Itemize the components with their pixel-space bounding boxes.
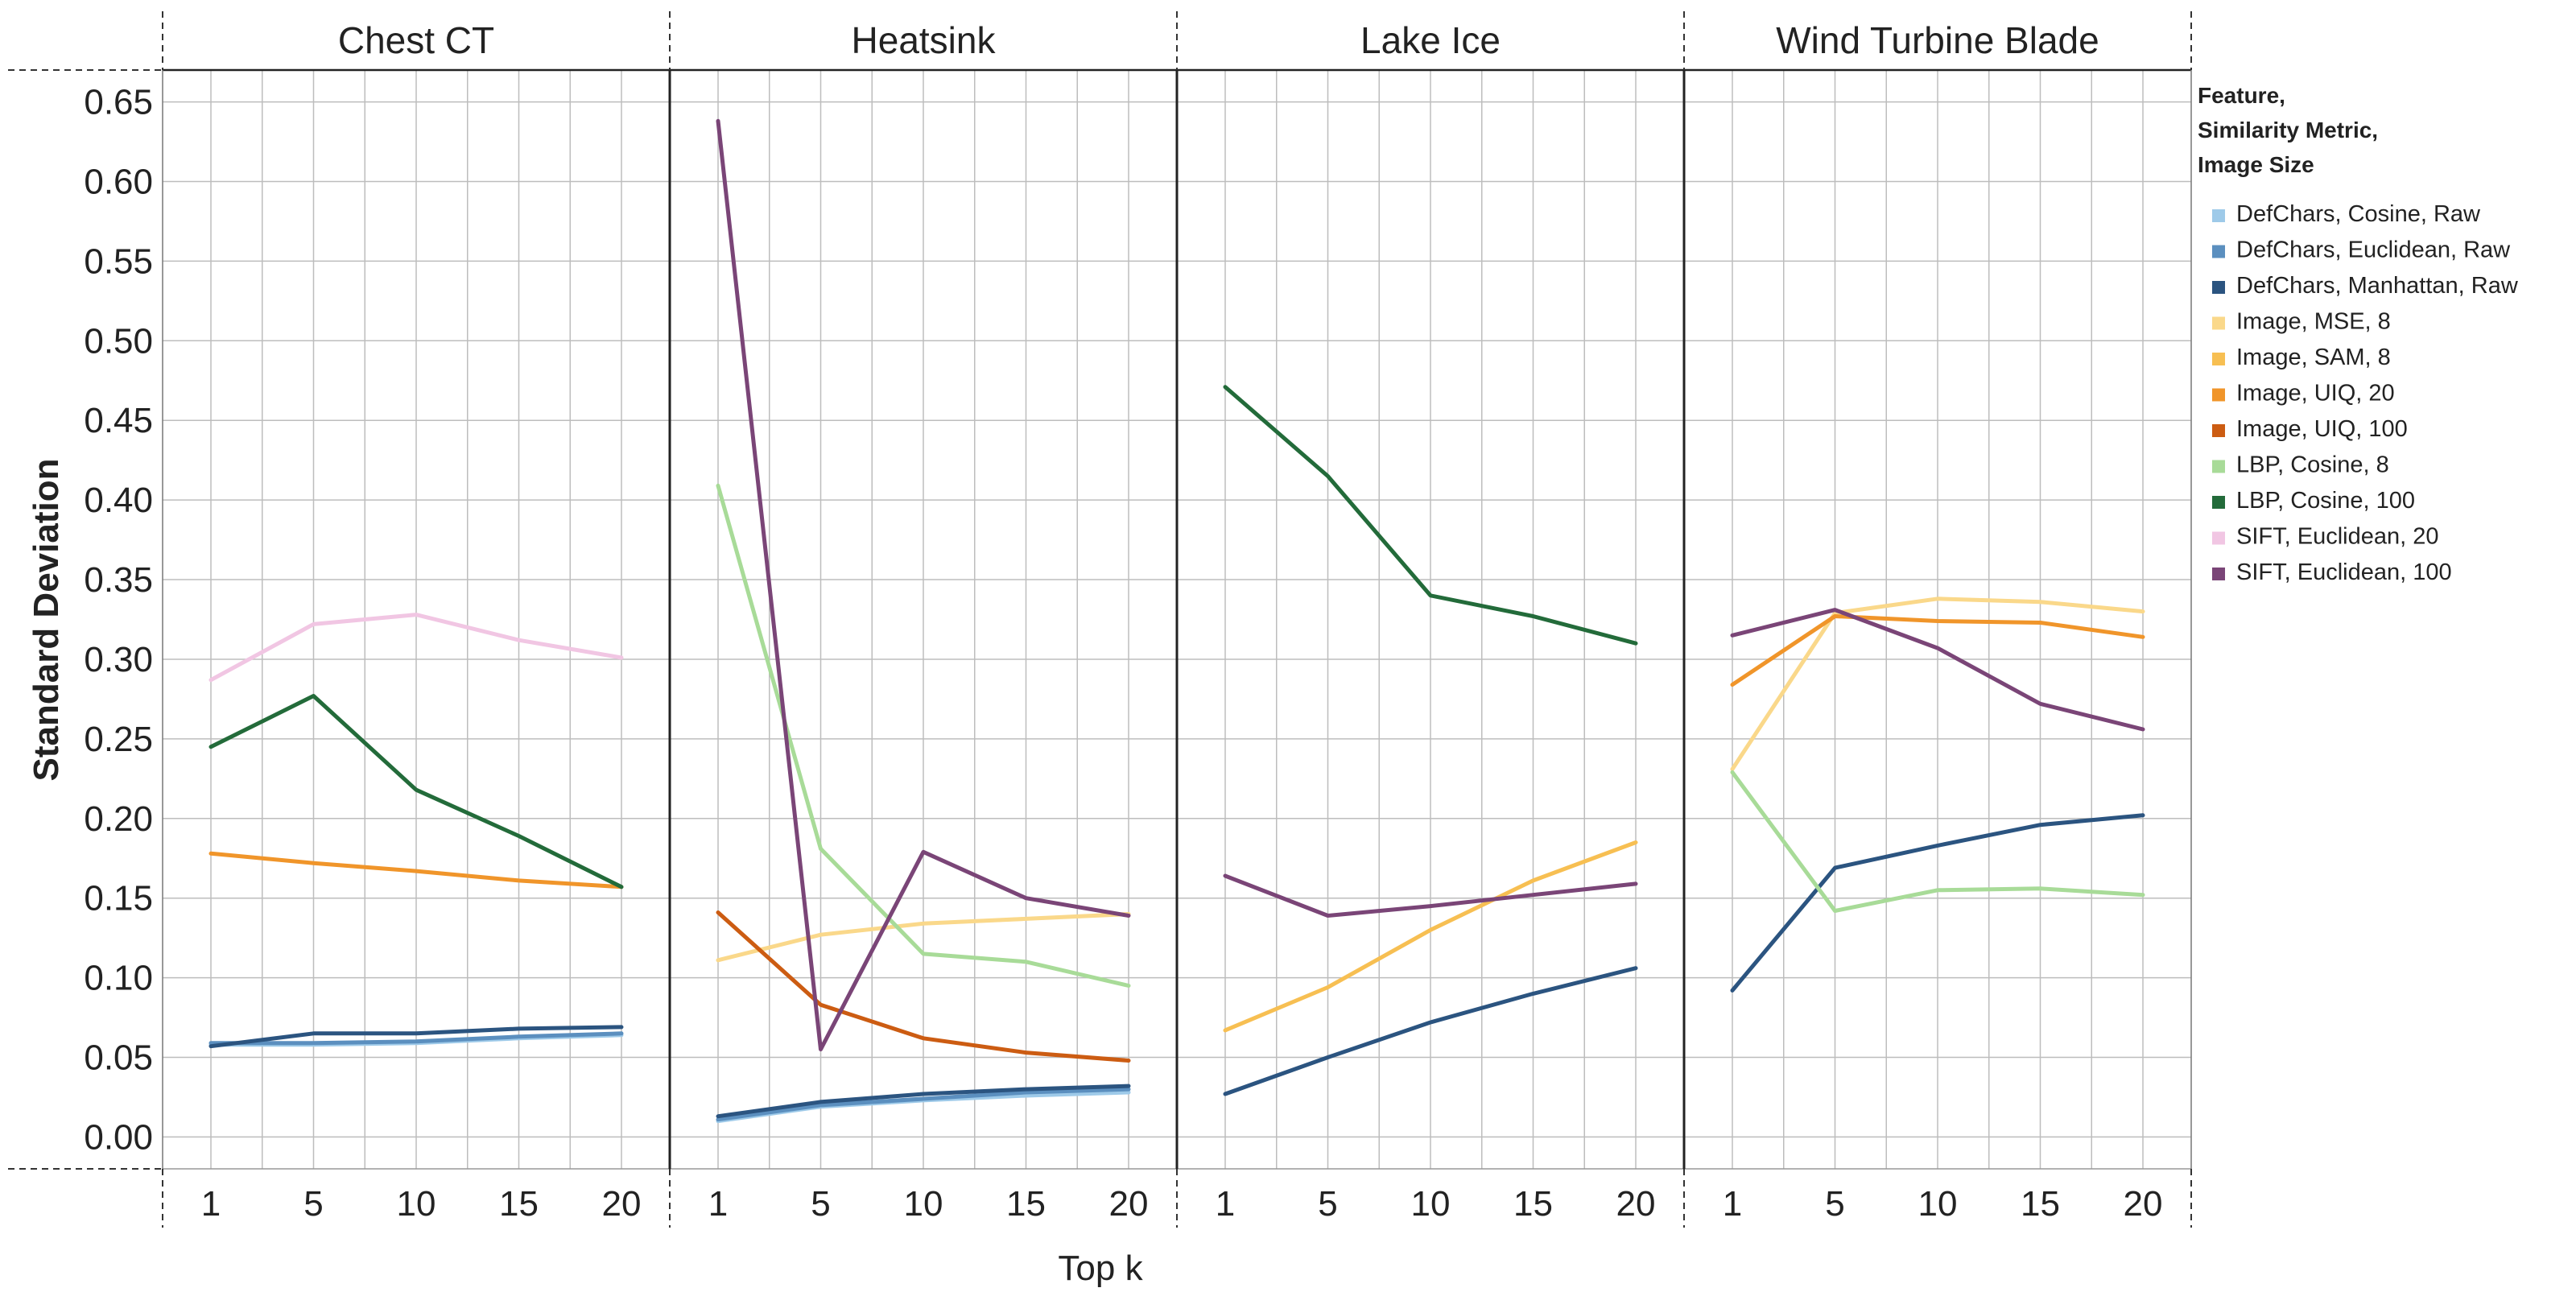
legend-label-sift-euclidean-20: SIFT, Euclidean, 20 (2236, 524, 2438, 550)
legend-swatch-defchars-euclidean-raw (2212, 245, 2225, 258)
y-tick-label: 0.20 (84, 799, 153, 839)
series-line-lbp-cosine-100-chest-ct (208, 694, 624, 890)
x-tick-label: 15 (1006, 1184, 1046, 1224)
legend-label-image-uiq-20: Image, UIQ, 20 (2236, 381, 2395, 407)
x-tick-label: 5 (303, 1184, 323, 1224)
y-tick-label: 0.10 (84, 959, 153, 998)
series-line-sift-euclidean-100-wind-turbine-blade (1730, 608, 2145, 732)
y-tick-label: 0.15 (84, 879, 153, 918)
series-line-defchars-euclidean-raw-chest-ct (208, 1031, 624, 1046)
legend-label-defchars-manhattan-raw: DefChars, Manhattan, Raw (2236, 273, 2519, 299)
series-line-defchars-manhattan-raw-lake-ice (1223, 966, 1638, 1096)
legend-title-line: Feature, (2198, 83, 2285, 108)
legend-swatch-image-sam-8 (2212, 353, 2225, 365)
series-layer (208, 118, 2145, 1124)
series-line-defchars-euclidean-raw-heatsink (716, 1087, 1131, 1122)
legend-swatch-defchars-manhattan-raw (2212, 281, 2225, 294)
series-line-defchars-manhattan-raw-wind-turbine-blade (1730, 813, 2145, 993)
y-tick-label: 0.45 (84, 401, 153, 440)
legend-swatch-image-uiq-20 (2212, 388, 2225, 402)
y-tick-label: 0.05 (84, 1038, 153, 1078)
legend-label-lbp-cosine-100: LBP, Cosine, 100 (2236, 488, 2415, 514)
x-tick-label: 1 (1216, 1184, 1235, 1224)
legend-label-defchars-euclidean-raw: DefChars, Euclidean, Raw (2236, 237, 2511, 263)
legend-label-image-uiq-100: Image, UIQ, 100 (2236, 416, 2408, 442)
series-line-image-uiq-20-wind-turbine-blade (1730, 614, 2145, 687)
text-layer: 0.00 0.05 0.10 0.15 0.20 0.25 0.30 0.35 0.40 0.45… (27, 19, 2162, 1288)
series-line-image-uiq-100-heatsink (716, 910, 1131, 1063)
x-tick-label: 10 (1918, 1184, 1958, 1224)
series-line-image-sam-8-lake-ice (1223, 840, 1638, 1033)
x-tick-label: 10 (397, 1184, 436, 1224)
x-tick-label: 20 (2124, 1184, 2163, 1224)
legend-swatch-lbp-cosine-8 (2212, 460, 2225, 473)
series-line-defchars-manhattan-raw-chest-ct (208, 1025, 624, 1049)
x-tick-label: 15 (2021, 1184, 2060, 1224)
legend-label-image-sam-8: Image, SAM, 8 (2236, 345, 2391, 370)
series-line-sift-euclidean-20-chest-ct (208, 613, 624, 683)
y-tick-label: 0.40 (84, 481, 153, 520)
legend-swatch-lbp-cosine-100 (2212, 496, 2225, 509)
y-axis-title: Standard Deviation (27, 459, 66, 782)
y-tick-label: 0.25 (84, 720, 153, 759)
series-line-lbp-cosine-100-lake-ice (1223, 385, 1638, 646)
x-tick-label: 1 (201, 1184, 221, 1224)
series-line-image-mse-8-heatsink (716, 912, 1131, 963)
legend-swatch-image-uiq-100 (2212, 424, 2225, 437)
x-tick-label: 10 (1411, 1184, 1451, 1224)
legend-swatch-sift-euclidean-100 (2212, 568, 2225, 580)
x-tick-label: 15 (1513, 1184, 1553, 1224)
x-tick-label: 5 (811, 1184, 830, 1224)
series-line-image-uiq-20-chest-ct (208, 851, 624, 890)
x-tick-label: 5 (1318, 1184, 1337, 1224)
series-line-sift-euclidean-100-lake-ice (1223, 873, 1638, 918)
series-line-sift-euclidean-100-heatsink (716, 118, 1131, 1052)
series-line-image-mse-8-wind-turbine-blade (1730, 596, 2145, 771)
y-tick-label: 0.65 (84, 83, 153, 122)
x-tick-label: 20 (1109, 1184, 1149, 1224)
panel-title-lake-ice: Lake Ice (1360, 19, 1501, 61)
legend-label-image-mse-8: Image, MSE, 8 (2236, 309, 2391, 335)
series-line-lbp-cosine-8-wind-turbine-blade (1730, 770, 2145, 913)
panel-title-heatsink: Heatsink (852, 19, 997, 61)
x-tick-label: 1 (1723, 1184, 1742, 1224)
x-axis-title: Top k (1058, 1249, 1143, 1288)
x-tick-label: 5 (1825, 1184, 1844, 1224)
y-tick-label: 0.60 (84, 162, 153, 201)
x-tick-label: 1 (708, 1184, 728, 1224)
legend-title-line: Image Size (2198, 152, 2314, 177)
y-tick-label: 0.55 (84, 241, 153, 281)
legend-label-defchars-cosine-raw: DefChars, Cosine, Raw (2236, 201, 2481, 227)
series-line-defchars-manhattan-raw-heatsink (716, 1084, 1131, 1119)
panel-title-chest-ct: Chest CT (338, 19, 494, 61)
y-tick-label: 0.00 (84, 1117, 153, 1157)
legend-swatch-image-mse-8 (2212, 316, 2225, 330)
legend-label-lbp-cosine-8: LBP, Cosine, 8 (2236, 452, 2389, 478)
legend-swatch-sift-euclidean-20 (2212, 531, 2225, 545)
y-tick-label: 0.30 (84, 640, 153, 679)
legend-title-line: Similarity Metric, (2198, 118, 2378, 142)
panel-title-wind-turbine-blade: Wind Turbine Blade (1776, 19, 2099, 61)
x-tick-label: 10 (904, 1184, 943, 1224)
y-tick-label: 0.50 (84, 321, 153, 361)
x-tick-label: 20 (1616, 1184, 1656, 1224)
x-tick-label: 15 (499, 1184, 539, 1224)
legend-label-sift-euclidean-100: SIFT, Euclidean, 100 (2236, 559, 2452, 585)
frame-layer (8, 11, 2192, 1228)
legend-swatch-defchars-cosine-raw (2212, 209, 2225, 222)
y-tick-label: 0.35 (84, 560, 153, 600)
legend: Feature, Similarity Metric, Image Size DefC… (2198, 83, 2519, 585)
x-tick-label: 20 (602, 1184, 642, 1224)
